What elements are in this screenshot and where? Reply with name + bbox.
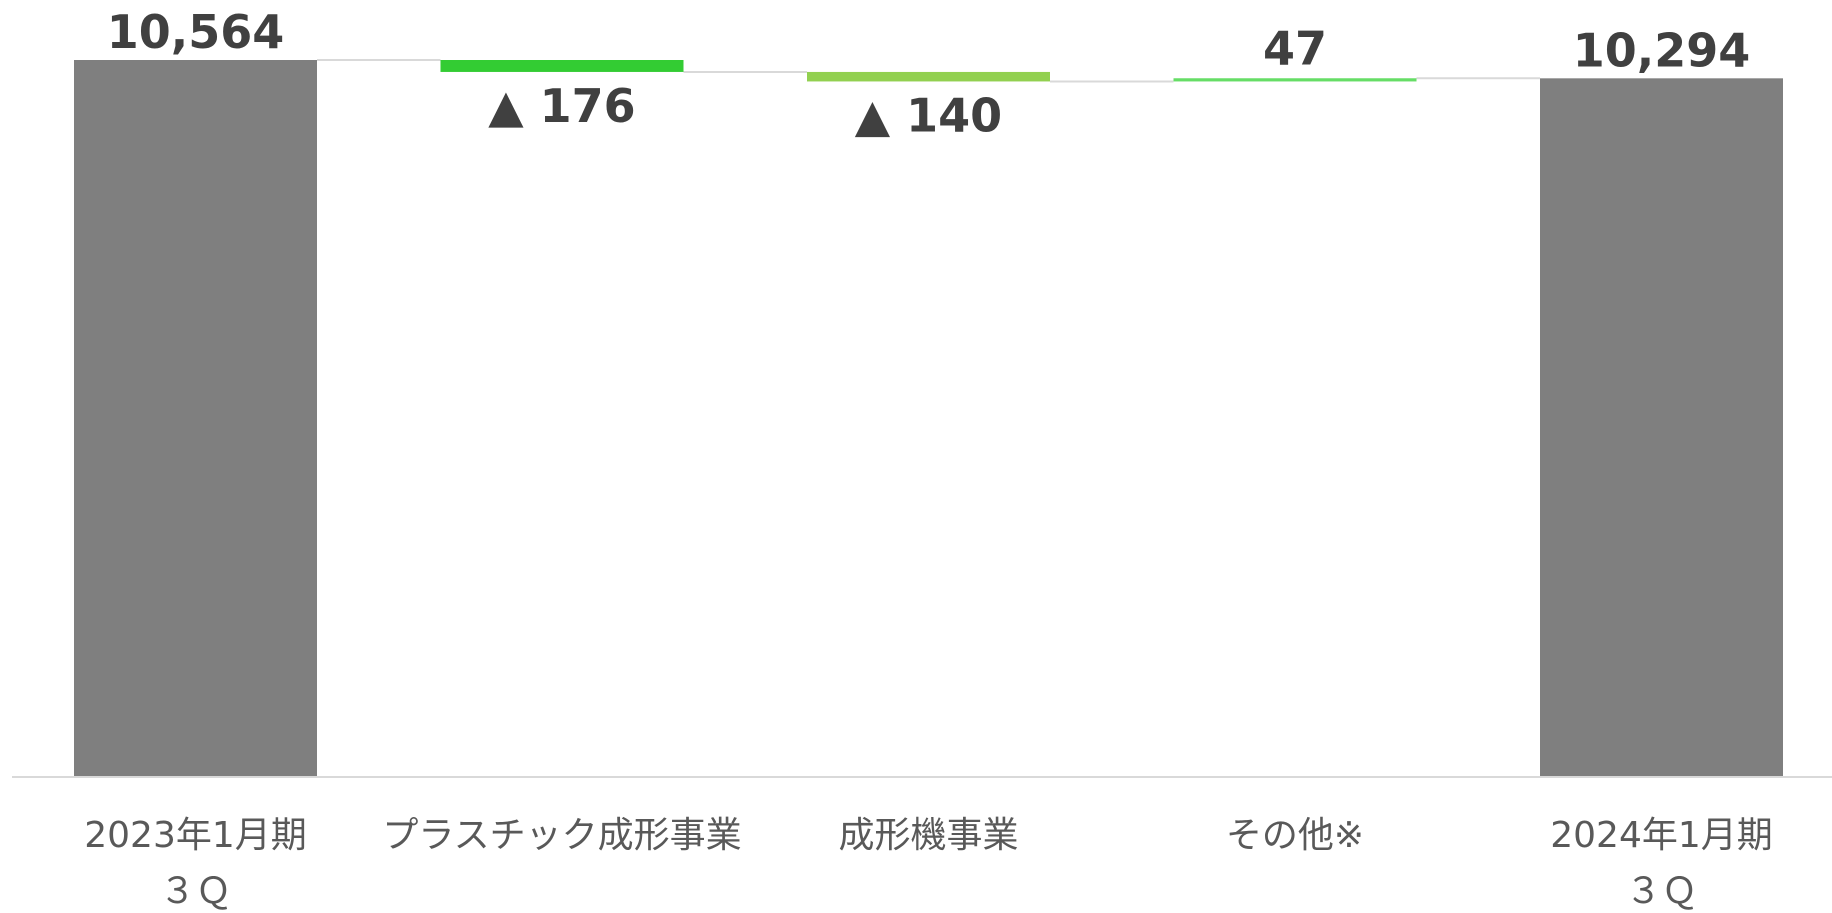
data-label: ▲ 140 bbox=[855, 88, 1002, 142]
x-tick-label-line: 2024年1月期 bbox=[1550, 815, 1773, 856]
x-tick-label-line: 2023年1月期 bbox=[84, 815, 307, 856]
delta-bar bbox=[440, 60, 684, 72]
total-bar bbox=[74, 60, 317, 777]
x-tick-label: プラスチック成形事業 bbox=[382, 815, 741, 856]
x-tick-label: 2023年1月期 ３Ｑ bbox=[84, 815, 307, 912]
x-tick-label-line: プラスチック成形事業 bbox=[382, 815, 741, 856]
x-tick-label: 2024年1月期 ３Ｑ bbox=[1550, 815, 1773, 912]
x-tick-label: その他※ bbox=[1226, 815, 1364, 856]
delta-bar bbox=[807, 71, 1050, 82]
data-label: 10,564 bbox=[107, 5, 285, 59]
x-tick-label-line: ３Ｑ bbox=[1625, 871, 1697, 912]
x-tick-label-line: 成形機事業 bbox=[838, 815, 1018, 856]
x-tick-label-line: その他※ bbox=[1226, 815, 1364, 856]
data-label: 47 bbox=[1263, 21, 1327, 75]
data-label: 10,294 bbox=[1573, 23, 1751, 77]
x-tick-label: 成形機事業 bbox=[838, 815, 1018, 856]
data-label: ▲ 176 bbox=[488, 79, 635, 133]
total-bar bbox=[1540, 78, 1783, 778]
x-tick-label-line: ３Ｑ bbox=[159, 871, 231, 912]
delta-bar bbox=[1173, 78, 1417, 82]
